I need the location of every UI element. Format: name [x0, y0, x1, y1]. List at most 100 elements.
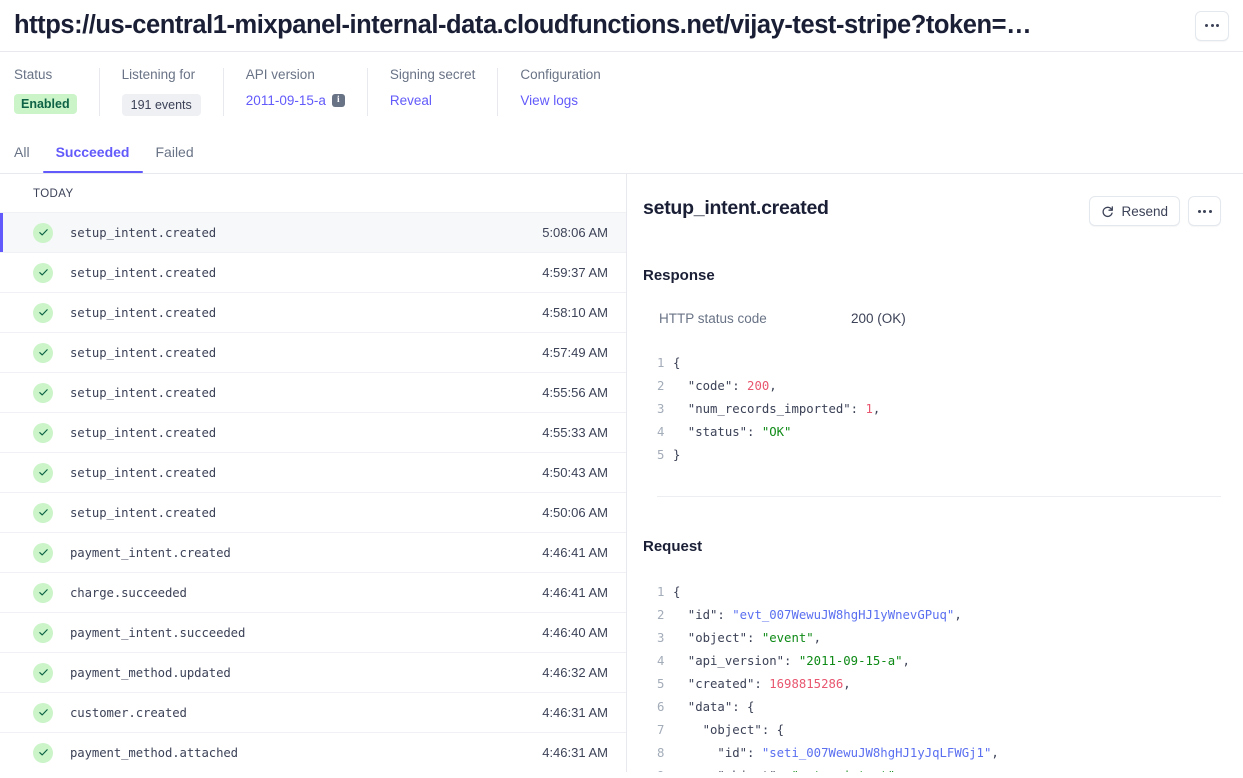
response-code-block: 1{2 "code": 200, 3 "num_records_imported"… [643, 352, 1221, 467]
code-token-plain: , [991, 746, 999, 760]
event-row-name: payment_method.attached [70, 745, 238, 760]
success-check-icon [33, 502, 53, 523]
line-number: 6 [657, 700, 665, 714]
detail-overflow-menu-button[interactable] [1188, 196, 1221, 226]
code-token-plain: "data": { [673, 700, 755, 714]
api-version-link[interactable]: 2011-09-15-a [245, 92, 326, 108]
events-count-badge[interactable]: 191 events [121, 93, 201, 116]
code-token-plain: "object": { [673, 723, 785, 737]
request-code-line: 6 "data": { [643, 696, 1221, 719]
request-code-line: 9 "object": "setup_intent", [643, 765, 1221, 772]
success-check-icon [33, 222, 53, 243]
event-row[interactable]: setup_intent.created 4:50:06 AM [0, 492, 626, 532]
line-number: 5 [657, 677, 665, 691]
event-row-time: 4:58:10 AM [542, 305, 608, 320]
tab-failed[interactable]: Failed [155, 144, 194, 160]
event-row[interactable]: setup_intent.created 5:08:06 AM [0, 212, 626, 252]
event-row-name: setup_intent.created [70, 225, 217, 240]
info-icon[interactable]: i [331, 93, 345, 107]
meta-api-version-label: API version [245, 67, 315, 82]
resend-button[interactable]: Resend [1089, 196, 1180, 226]
code-token-plain: "object": [673, 769, 791, 772]
code-token-plain: , [954, 608, 962, 622]
ellipsis-icon [1197, 209, 1212, 213]
code-token-plain: } [673, 448, 681, 462]
event-row[interactable]: setup_intent.created 4:57:49 AM [0, 332, 626, 372]
meta-api-version-value: 2011-09-15-a i [245, 92, 345, 108]
event-row[interactable]: setup_intent.created 4:50:43 AM [0, 452, 626, 492]
event-row[interactable]: setup_intent.created 4:55:56 AM [0, 372, 626, 412]
page-overflow-menu-button[interactable] [1195, 10, 1229, 41]
code-token-number: 1698815286 [769, 677, 844, 691]
event-row-name: charge.succeeded [70, 585, 187, 600]
page-title: https://us-central1-mixpanel-internal-da… [14, 11, 1032, 40]
meta-listening-for: Listening for 191 events [98, 68, 223, 116]
event-list-pane: TODAY setup_intent.created 5:08:06 AM setu… [0, 174, 627, 772]
event-row[interactable]: setup_intent.created 4:59:37 AM [0, 252, 626, 292]
line-number: 2 [657, 608, 665, 622]
detail-actions: Resend [1089, 196, 1221, 226]
line-number: 4 [657, 654, 665, 668]
code-token-plain: , [895, 769, 902, 772]
line-number: 3 [657, 631, 665, 645]
event-row-time: 4:46:32 AM [542, 665, 608, 680]
code-text: "object": "event", [673, 627, 821, 650]
code-token-number: 1 [865, 402, 873, 416]
request-code-line: 1{ [643, 581, 1221, 604]
meta-configuration-label: Configuration [520, 67, 601, 82]
event-row-time: 4:50:06 AM [542, 505, 608, 520]
event-row-time: 4:46:41 AM [542, 545, 608, 560]
line-number: 1 [657, 585, 665, 599]
code-text: "num_records_imported": 1, [673, 398, 881, 421]
resend-button-label: Resend [1121, 203, 1168, 219]
code-text: "status": "OK" [673, 421, 792, 444]
tab-all[interactable]: All [14, 144, 30, 160]
code-token-plain: , [872, 402, 881, 416]
code-token-identifier: "seti_007WewuJW8hgHJ1yJqLFWGj1" [761, 746, 992, 760]
event-row[interactable]: customer.created 4:46:31 AM [0, 692, 626, 732]
code-text: } [673, 444, 680, 467]
meta-signing-secret-label: Signing secret [389, 67, 476, 82]
code-token-plain: { [673, 585, 681, 599]
line-number: 1 [657, 356, 665, 370]
code-text: "id": "evt_007WewuJW8hgHJ1yWnevGPuq", [673, 604, 962, 627]
event-row[interactable]: setup_intent.created 4:55:33 AM [0, 412, 626, 452]
code-text: "data": { [673, 696, 755, 719]
success-check-icon [33, 382, 53, 403]
event-row-name: setup_intent.created [70, 505, 217, 520]
http-status-label: HTTP status code [659, 311, 767, 326]
request-code-line: 3 "object": "event", [643, 627, 1221, 650]
event-row[interactable]: payment_intent.created 4:46:41 AM [0, 532, 626, 572]
event-row-name: payment_intent.created [70, 545, 231, 560]
event-row[interactable]: payment_method.attached 4:46:31 AM [0, 732, 626, 772]
event-row-name: setup_intent.created [70, 425, 217, 440]
request-section-title: Request [643, 538, 703, 555]
resend-icon [1102, 205, 1114, 217]
request-code-line: 5 "created": 1698815286, [643, 673, 1221, 696]
event-group-label: TODAY [33, 188, 74, 200]
request-code-line: 7 "object": { [643, 719, 1221, 742]
event-row[interactable]: payment_intent.succeeded 4:46:40 AM [0, 612, 626, 652]
view-logs-link[interactable]: View logs [520, 92, 578, 108]
code-token-plain: "created": [673, 677, 770, 691]
code-token-plain: , [843, 677, 851, 691]
title-bar: https://us-central1-mixpanel-internal-da… [0, 0, 1243, 51]
event-row[interactable]: charge.succeeded 4:46:41 AM [0, 572, 626, 612]
code-text: "code": 200, [673, 375, 777, 398]
tab-succeeded[interactable]: Succeeded [42, 140, 143, 173]
reveal-secret-link[interactable]: Reveal [389, 92, 432, 108]
event-row-name: setup_intent.created [70, 385, 217, 400]
code-token-plain: "api_version": [673, 654, 799, 668]
event-row[interactable]: payment_method.updated 4:46:32 AM [0, 652, 626, 692]
meta-status-label: Status [14, 67, 53, 82]
event-row-time: 5:08:06 AM [542, 225, 608, 240]
code-token-plain: "id": [673, 608, 733, 622]
success-check-icon [33, 582, 53, 603]
code-text: "created": 1698815286, [673, 673, 851, 696]
request-code-line: 4 "api_version": "2011-09-15-a", [643, 650, 1221, 673]
code-token-string: "event" [761, 631, 814, 645]
event-row-time: 4:46:40 AM [542, 625, 608, 640]
response-code-line: 2 "code": 200, [643, 375, 1221, 398]
meta-configuration-value: View logs [520, 92, 600, 108]
event-row[interactable]: setup_intent.created 4:58:10 AM [0, 292, 626, 332]
